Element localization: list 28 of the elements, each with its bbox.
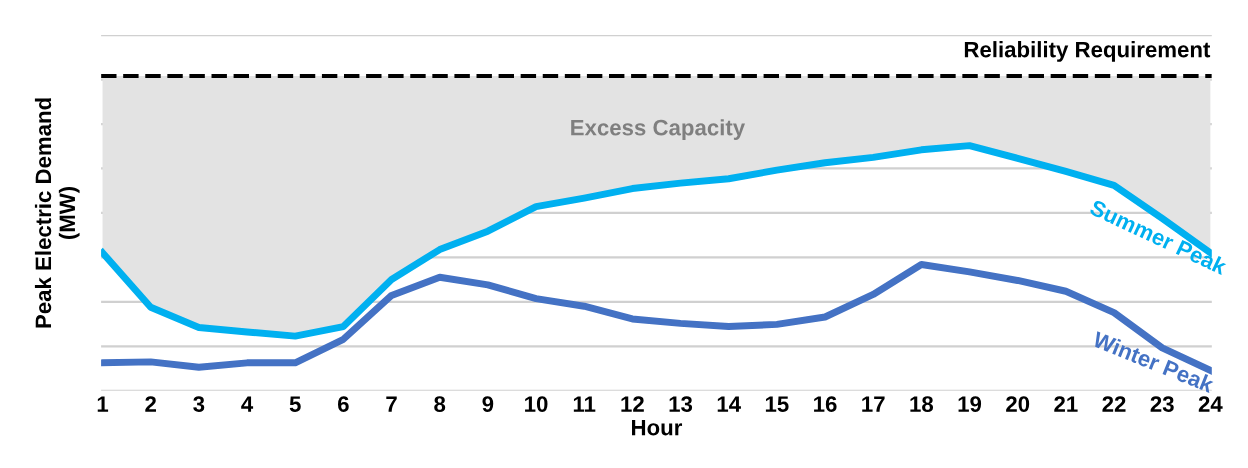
y-axis-title: Peak Electric Demand (MW) [34,98,80,328]
x-tick-label: 14 [717,396,741,412]
x-tick-label: 19 [958,396,982,412]
x-axis-title: Hour [632,419,683,436]
x-tick-label: 10 [525,396,548,412]
x-tick-label: 13 [669,396,693,412]
x-tick-label: 2 [145,396,156,412]
x-tick-label: 18 [910,396,934,412]
x-tick-label: 6 [338,396,349,412]
x-tick-label: 3 [193,396,205,412]
x-tick-label: 20 [1006,396,1030,412]
x-tick-label: 8 [434,396,446,412]
text: Excess Capacity [571,119,746,140]
x-tick-label: 21 [1054,396,1078,412]
x-tick-label: 15 [765,396,789,412]
x-tick-label: 5 [289,396,301,412]
x-tick-label: 9 [482,396,494,412]
x-tick-label: 4 [241,396,254,412]
x-tick-label: 17 [862,396,885,412]
x-tick-label: 1 [97,396,109,412]
x-tick-label: 22 [1102,396,1126,412]
ref-line-label: Reliability Requirement [964,41,1211,62]
x-tick-label: 16 [814,396,837,412]
x-tick-label: 23 [1150,396,1174,412]
x-tick-label: 11 [573,396,596,412]
x-tick-label: 24 [1198,396,1223,412]
x-tick-label: 7 [386,396,397,412]
x-tick-label: 12 [621,396,644,412]
